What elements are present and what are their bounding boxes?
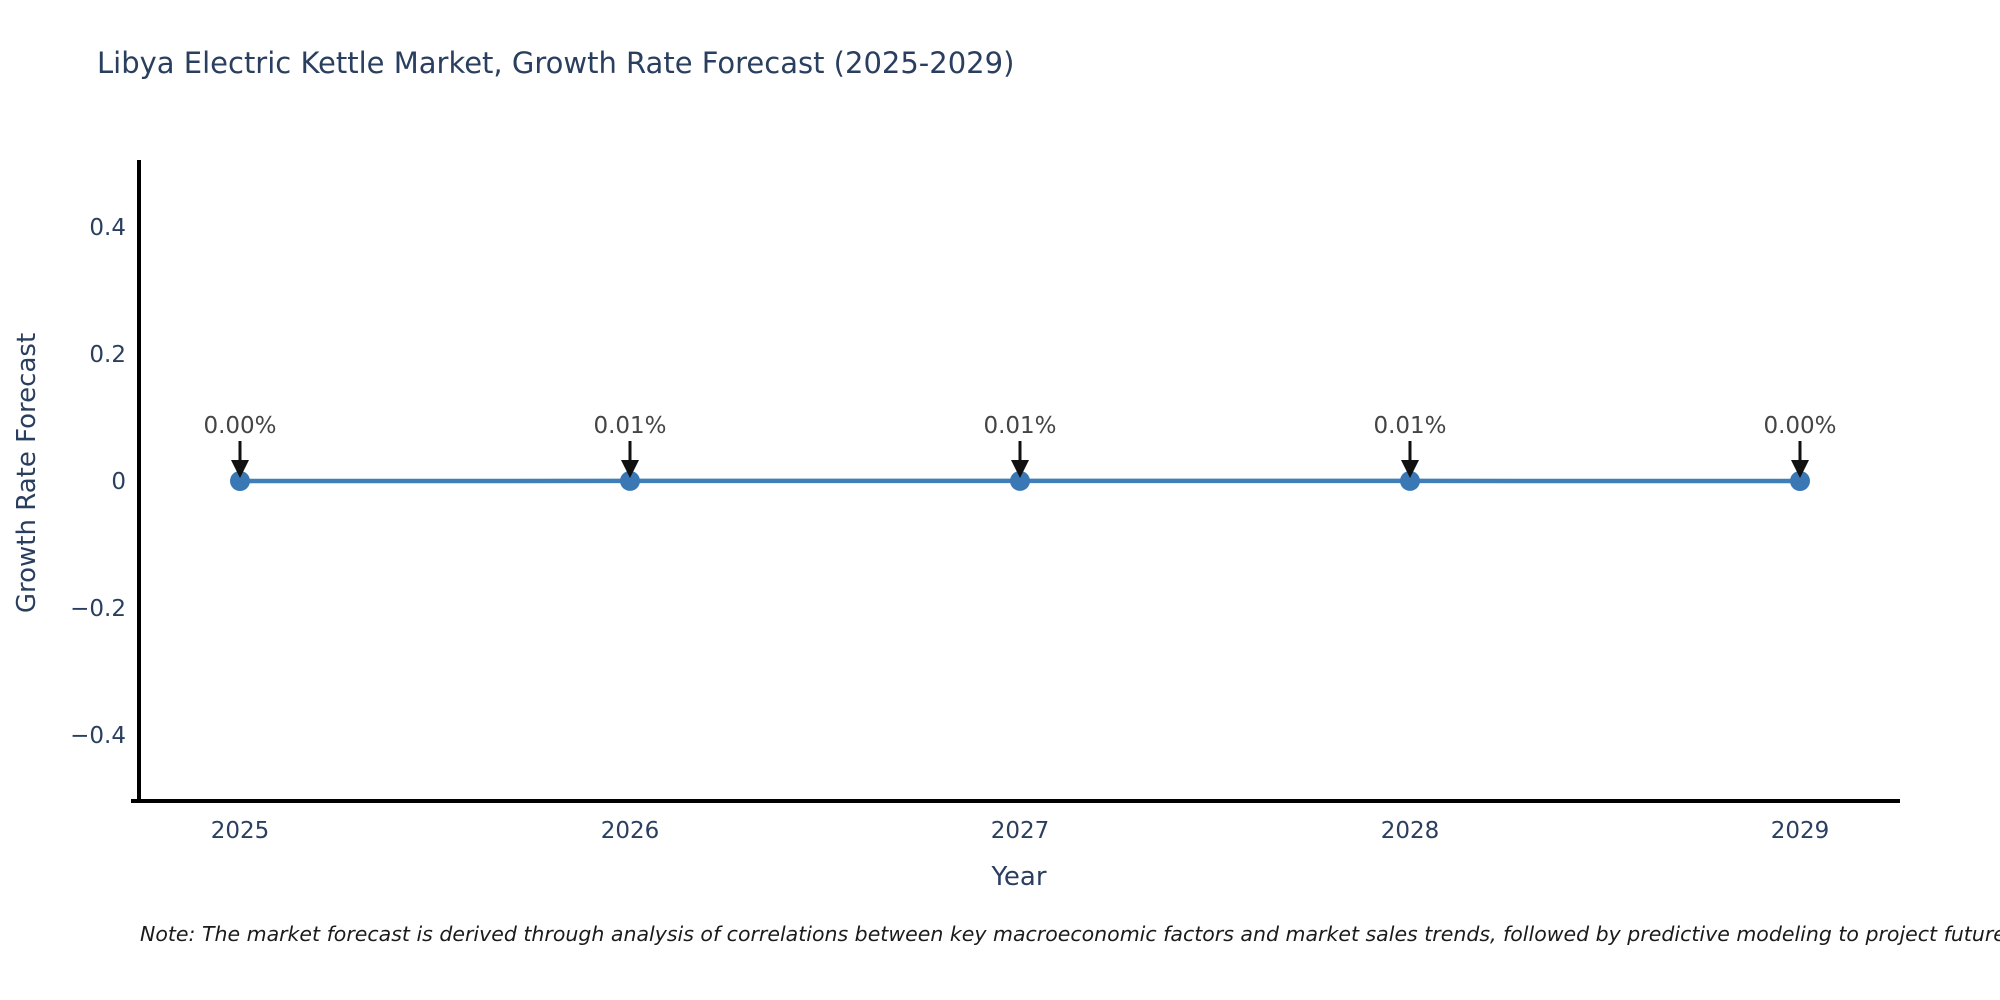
y-tick-label: −0.2 <box>70 596 126 622</box>
y-tick-label: 0.4 <box>89 215 126 241</box>
x-tick-label: 2028 <box>1381 818 1440 844</box>
annotation-arrow-head <box>621 460 639 478</box>
data-point-marker <box>620 470 640 491</box>
data-point-label: 0.01% <box>1373 413 1446 439</box>
data-point-label: 0.00% <box>1763 413 1836 439</box>
chart-title: Libya Electric Kettle Market, Growth Rat… <box>97 46 1015 80</box>
data-point-marker <box>1400 470 1420 491</box>
x-tick-label: 2026 <box>601 818 660 844</box>
data-point-label: 0.01% <box>593 413 666 439</box>
x-tick-label: 2025 <box>211 818 270 844</box>
footnote-text: Note: The market forecast is derived thr… <box>140 922 2000 946</box>
y-tick-label: 0 <box>111 469 126 495</box>
x-axis-title: Year <box>991 862 1047 892</box>
data-point-marker <box>230 471 250 491</box>
y-axis-title: Growth Rate Forecast <box>12 332 42 614</box>
data-point-marker <box>1790 471 1810 491</box>
data-point-label: 0.01% <box>983 413 1056 439</box>
annotation-arrow-head <box>1011 460 1029 478</box>
data-point-label: 0.00% <box>203 413 276 439</box>
data-point-marker <box>1010 470 1030 491</box>
annotation-arrow-head <box>231 460 249 478</box>
annotation-arrow-head <box>1791 460 1809 478</box>
annotation-arrow-head <box>1401 460 1419 478</box>
x-tick-label: 2027 <box>991 818 1050 844</box>
x-tick-label: 2029 <box>1771 818 1830 844</box>
y-tick-label: 0.2 <box>89 342 126 368</box>
y-tick-label: −0.4 <box>70 723 126 749</box>
